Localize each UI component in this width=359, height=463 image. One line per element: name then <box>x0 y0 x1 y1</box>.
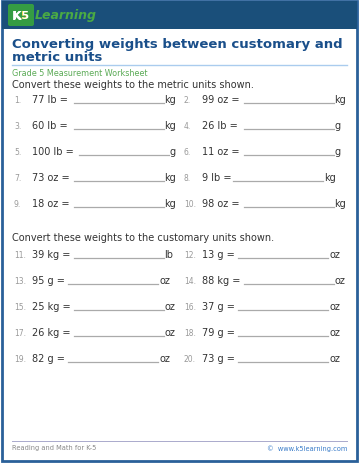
Text: 17.: 17. <box>14 328 26 337</box>
Text: 77 lb =: 77 lb = <box>32 95 71 105</box>
Text: g: g <box>170 147 176 156</box>
Text: 100 lb =: 100 lb = <box>32 147 77 156</box>
Text: Convert these weights to the metric units shown.: Convert these weights to the metric unit… <box>12 80 254 90</box>
Text: 98 oz =: 98 oz = <box>202 199 243 208</box>
Text: 20.: 20. <box>184 354 196 363</box>
Text: 15.: 15. <box>14 302 26 311</box>
Text: 12.: 12. <box>184 250 196 259</box>
Text: 95 g =: 95 g = <box>32 275 68 285</box>
Text: kg: kg <box>164 95 176 105</box>
Text: 8.: 8. <box>184 174 191 182</box>
Text: 18.: 18. <box>184 328 196 337</box>
Text: kg: kg <box>324 173 336 182</box>
Text: 13 g =: 13 g = <box>202 250 238 259</box>
Text: oz: oz <box>159 275 170 285</box>
Text: 88 kg =: 88 kg = <box>202 275 243 285</box>
Text: 39 kg =: 39 kg = <box>32 250 74 259</box>
Text: 6.: 6. <box>184 148 191 156</box>
Text: 7.: 7. <box>14 174 21 182</box>
Text: kg: kg <box>164 173 176 182</box>
Text: g: g <box>335 147 341 156</box>
Text: 16.: 16. <box>184 302 196 311</box>
Text: 73 g =: 73 g = <box>202 353 238 363</box>
Text: 73 oz =: 73 oz = <box>32 173 73 182</box>
Text: 18 oz =: 18 oz = <box>32 199 73 208</box>
Text: 3.: 3. <box>14 122 21 131</box>
Text: kg: kg <box>164 121 176 131</box>
Text: Grade 5 Measurement Worksheet: Grade 5 Measurement Worksheet <box>12 69 148 78</box>
Text: oz: oz <box>164 327 176 337</box>
Text: oz: oz <box>330 353 340 363</box>
Text: kg: kg <box>164 199 176 208</box>
Text: 26 lb =: 26 lb = <box>202 121 241 131</box>
Text: 13.: 13. <box>14 276 26 285</box>
Text: Convert these weights to the customary units shown.: Convert these weights to the customary u… <box>12 232 274 243</box>
Text: 60 lb =: 60 lb = <box>32 121 71 131</box>
Text: 14.: 14. <box>184 276 196 285</box>
Text: ©  www.k5learning.com: © www.k5learning.com <box>267 444 347 450</box>
Text: Learning: Learning <box>35 9 97 22</box>
FancyBboxPatch shape <box>8 5 34 27</box>
Text: Converting weights between customary and: Converting weights between customary and <box>12 38 342 51</box>
Text: 19.: 19. <box>14 354 26 363</box>
Text: 4.: 4. <box>184 122 191 131</box>
Text: 5: 5 <box>20 11 28 21</box>
Text: g: g <box>335 121 341 131</box>
Text: 10.: 10. <box>184 200 196 208</box>
Text: 82 g =: 82 g = <box>32 353 68 363</box>
Text: oz: oz <box>330 327 340 337</box>
Text: K: K <box>12 9 22 22</box>
Text: 9 lb =: 9 lb = <box>202 173 232 182</box>
Text: oz: oz <box>159 353 170 363</box>
Text: 11 oz =: 11 oz = <box>202 147 243 156</box>
Text: 99 oz =: 99 oz = <box>202 95 243 105</box>
Text: kg: kg <box>335 95 346 105</box>
Text: lb: lb <box>164 250 174 259</box>
Text: oz: oz <box>164 301 176 311</box>
Text: 37 g =: 37 g = <box>202 301 238 311</box>
Text: 9.: 9. <box>14 200 21 208</box>
Text: 2.: 2. <box>184 96 191 105</box>
Text: K5: K5 <box>13 11 29 21</box>
Text: Reading and Math for K-5: Reading and Math for K-5 <box>12 444 96 450</box>
Text: 5.: 5. <box>14 148 21 156</box>
Text: oz: oz <box>330 301 340 311</box>
Text: oz: oz <box>335 275 345 285</box>
Text: kg: kg <box>335 199 346 208</box>
Text: 11.: 11. <box>14 250 26 259</box>
Text: 26 kg =: 26 kg = <box>32 327 74 337</box>
Bar <box>2 2 357 30</box>
Text: 25 kg =: 25 kg = <box>32 301 74 311</box>
Text: 1.: 1. <box>14 96 21 105</box>
Text: oz: oz <box>330 250 340 259</box>
Text: metric units: metric units <box>12 51 102 64</box>
Text: 79 g =: 79 g = <box>202 327 238 337</box>
